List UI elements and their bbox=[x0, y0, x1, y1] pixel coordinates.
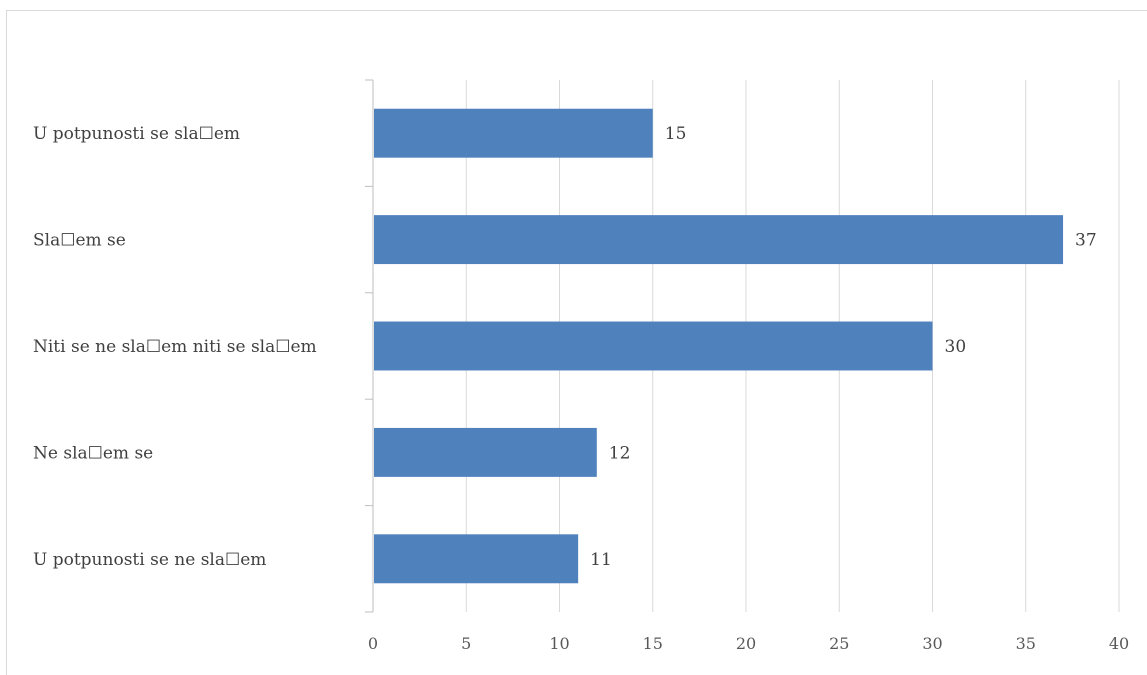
x-tick-label: 40 bbox=[1109, 634, 1129, 653]
bar bbox=[374, 108, 653, 158]
x-tick-label: 0 bbox=[368, 634, 378, 653]
category-axis bbox=[365, 79, 374, 613]
data-label: 30 bbox=[945, 337, 967, 357]
x-tick-label: 15 bbox=[643, 634, 663, 653]
category-label: Niti se ne sla☐em niti se sla☐em bbox=[33, 337, 317, 357]
category-label: U potpunosti se sla☐em bbox=[33, 124, 240, 144]
bars bbox=[374, 108, 1064, 584]
category-labels: U potpunosti se sla☐em Sla☐em se Niti se n… bbox=[33, 124, 317, 570]
x-tick-label: 35 bbox=[1016, 634, 1036, 653]
category-label: Ne sla☐em se bbox=[33, 443, 153, 463]
x-tick-label: 20 bbox=[736, 634, 756, 653]
x-tick-label: 10 bbox=[549, 634, 569, 653]
x-tick-label: 5 bbox=[461, 634, 471, 653]
bar bbox=[374, 427, 597, 477]
data-label: 37 bbox=[1075, 231, 1097, 251]
bar bbox=[374, 215, 1064, 265]
x-tick-label: 30 bbox=[922, 634, 942, 653]
data-label: 15 bbox=[665, 124, 687, 144]
tick-labels: 0 5 10 15 20 25 30 35 40 bbox=[368, 634, 1129, 653]
data-label: 11 bbox=[590, 550, 612, 570]
data-label: 12 bbox=[609, 443, 631, 463]
category-label: Sla☐em se bbox=[33, 231, 126, 251]
bar bbox=[374, 321, 933, 371]
bar bbox=[374, 534, 579, 584]
x-tick-label: 25 bbox=[829, 634, 849, 653]
category-label: U potpunosti se ne sla☐em bbox=[33, 550, 266, 570]
data-labels: 15 37 30 12 11 bbox=[590, 124, 1097, 570]
